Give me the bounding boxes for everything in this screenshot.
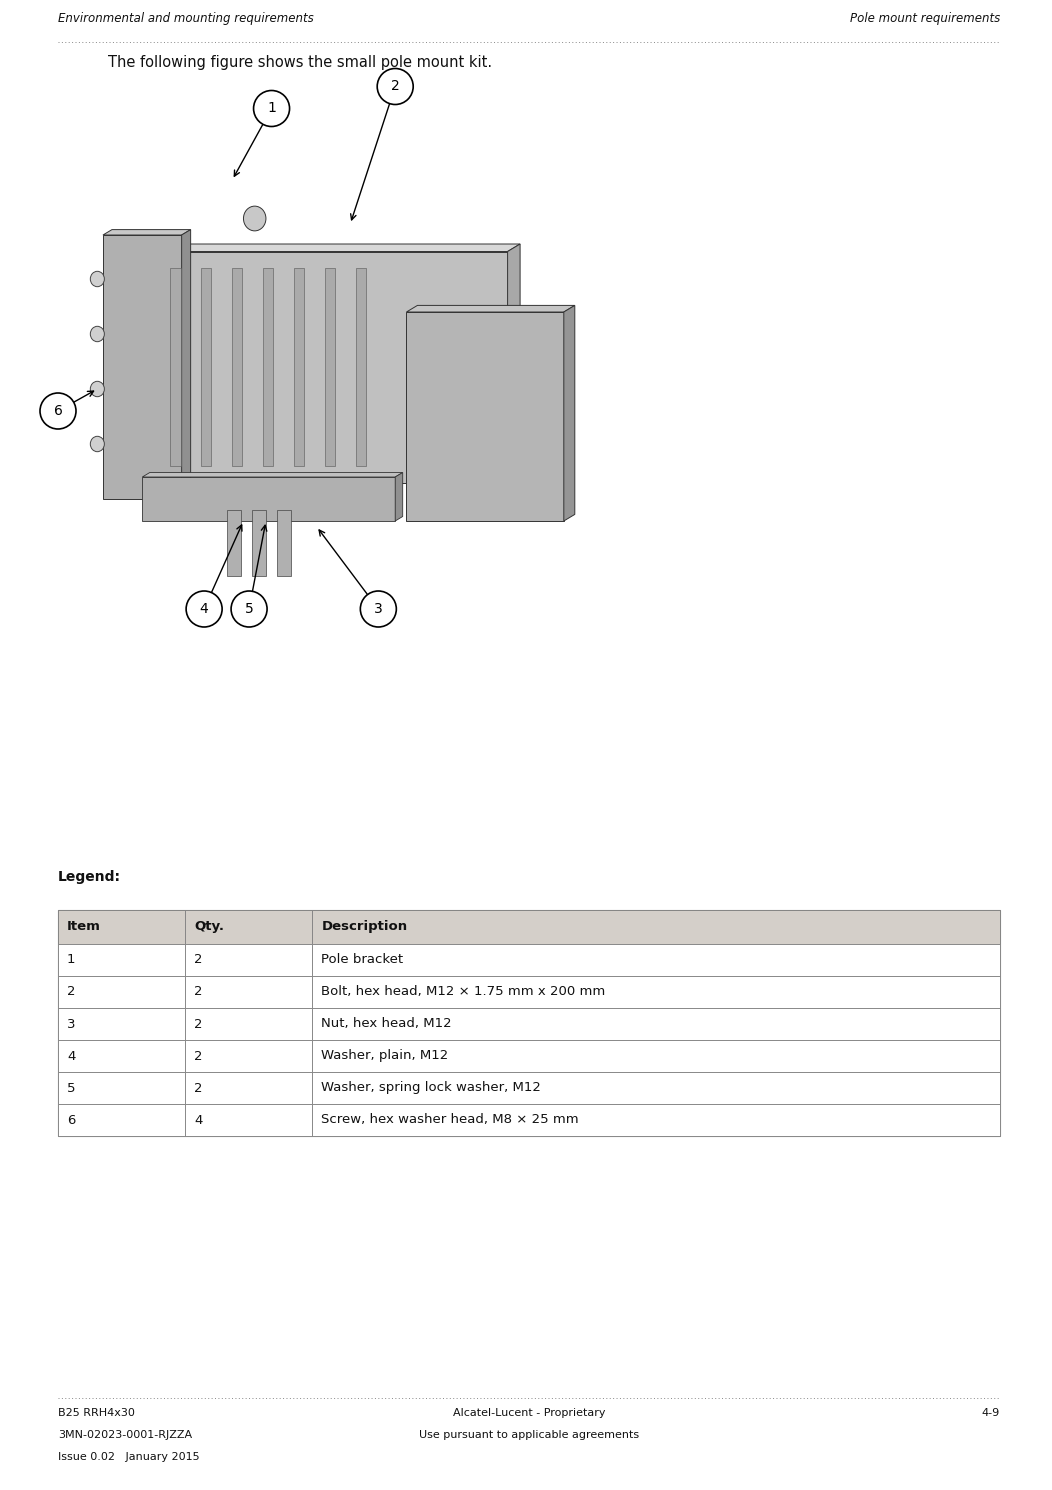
Text: 2: 2: [195, 1049, 203, 1062]
Bar: [201, 268, 211, 466]
Bar: [185, 1040, 312, 1071]
Bar: [58, 910, 185, 945]
Bar: [58, 945, 185, 976]
Text: Issue 0.02   January 2015: Issue 0.02 January 2015: [58, 1451, 200, 1462]
Text: The following figure shows the small pole mount kit.: The following figure shows the small pol…: [108, 55, 492, 70]
Text: Washer, plain, M12: Washer, plain, M12: [321, 1049, 448, 1062]
Text: Environmental and mounting requirements: Environmental and mounting requirements: [58, 12, 313, 25]
Ellipse shape: [90, 437, 104, 451]
Bar: [356, 268, 366, 466]
Ellipse shape: [90, 271, 104, 286]
Bar: [185, 945, 312, 976]
Bar: [58, 976, 185, 1009]
Text: 2: 2: [195, 1018, 203, 1031]
Polygon shape: [508, 244, 520, 483]
Text: 2: 2: [195, 985, 203, 998]
Polygon shape: [125, 244, 520, 252]
Text: Nut, hex head, M12: Nut, hex head, M12: [321, 1018, 452, 1031]
Polygon shape: [142, 477, 396, 522]
Bar: [312, 1071, 1000, 1104]
Text: 3: 3: [67, 1018, 76, 1031]
Bar: [312, 945, 1000, 976]
Polygon shape: [103, 235, 182, 499]
Bar: [312, 1104, 1000, 1135]
Circle shape: [40, 393, 76, 429]
Bar: [58, 1040, 185, 1071]
Text: Use pursuant to applicable agreements: Use pursuant to applicable agreements: [419, 1430, 639, 1439]
Bar: [185, 976, 312, 1009]
Text: 2: 2: [67, 985, 76, 998]
Text: 5: 5: [67, 1082, 76, 1095]
Text: Legend:: Legend:: [58, 870, 121, 884]
Polygon shape: [125, 252, 508, 483]
Text: 6: 6: [54, 404, 62, 419]
Bar: [170, 268, 181, 466]
Ellipse shape: [90, 381, 104, 396]
Ellipse shape: [90, 326, 104, 341]
Polygon shape: [396, 472, 403, 522]
Bar: [312, 910, 1000, 945]
Text: Item: Item: [67, 921, 101, 934]
Bar: [58, 1009, 185, 1040]
Circle shape: [361, 592, 397, 627]
Bar: [232, 268, 242, 466]
Polygon shape: [182, 229, 190, 499]
Bar: [185, 1009, 312, 1040]
Text: 3MN-02023-0001-RJZZA: 3MN-02023-0001-RJZZA: [58, 1430, 193, 1439]
Bar: [263, 268, 274, 466]
Text: Description: Description: [321, 921, 407, 934]
Bar: [58, 910, 1000, 1135]
Text: 4: 4: [67, 1049, 76, 1062]
Polygon shape: [406, 311, 564, 522]
Bar: [277, 510, 291, 577]
Text: 2: 2: [195, 1082, 203, 1095]
Bar: [58, 1104, 185, 1135]
Text: Pole mount requirements: Pole mount requirements: [850, 12, 1000, 25]
Polygon shape: [103, 229, 190, 235]
Text: 6: 6: [67, 1113, 76, 1126]
Ellipse shape: [243, 206, 266, 231]
Bar: [185, 1071, 312, 1104]
Text: B25 RRH4x30: B25 RRH4x30: [58, 1408, 135, 1418]
Text: Pole bracket: Pole bracket: [321, 954, 404, 967]
Polygon shape: [142, 472, 403, 477]
Polygon shape: [564, 305, 574, 522]
Bar: [185, 910, 312, 945]
Bar: [226, 510, 241, 577]
Text: Screw, hex washer head, M8 × 25 mm: Screw, hex washer head, M8 × 25 mm: [321, 1113, 579, 1126]
Bar: [312, 1009, 1000, 1040]
Text: 1: 1: [67, 954, 76, 967]
Polygon shape: [406, 305, 574, 311]
Bar: [312, 1040, 1000, 1071]
Text: Bolt, hex head, M12 × 1.75 mm x 200 mm: Bolt, hex head, M12 × 1.75 mm x 200 mm: [321, 985, 606, 998]
Bar: [185, 1104, 312, 1135]
Text: 2: 2: [195, 954, 203, 967]
Circle shape: [186, 592, 222, 627]
Text: 3: 3: [373, 602, 383, 615]
Text: 4: 4: [200, 602, 208, 615]
Circle shape: [254, 91, 289, 127]
Text: 5: 5: [245, 602, 254, 615]
Bar: [295, 268, 304, 466]
Circle shape: [378, 69, 413, 104]
Text: Qty.: Qty.: [195, 921, 224, 934]
Text: Alcatel-Lucent - Proprietary: Alcatel-Lucent - Proprietary: [452, 1408, 605, 1418]
Bar: [251, 510, 266, 577]
Text: 4-9: 4-9: [982, 1408, 1000, 1418]
Bar: [312, 976, 1000, 1009]
Text: Washer, spring lock washer, M12: Washer, spring lock washer, M12: [321, 1082, 541, 1095]
Text: 2: 2: [391, 79, 400, 94]
Circle shape: [231, 592, 267, 627]
Bar: [58, 1071, 185, 1104]
Text: 4: 4: [195, 1113, 203, 1126]
Bar: [325, 268, 336, 466]
Bar: [58, 70, 620, 620]
Text: 1: 1: [267, 101, 276, 116]
